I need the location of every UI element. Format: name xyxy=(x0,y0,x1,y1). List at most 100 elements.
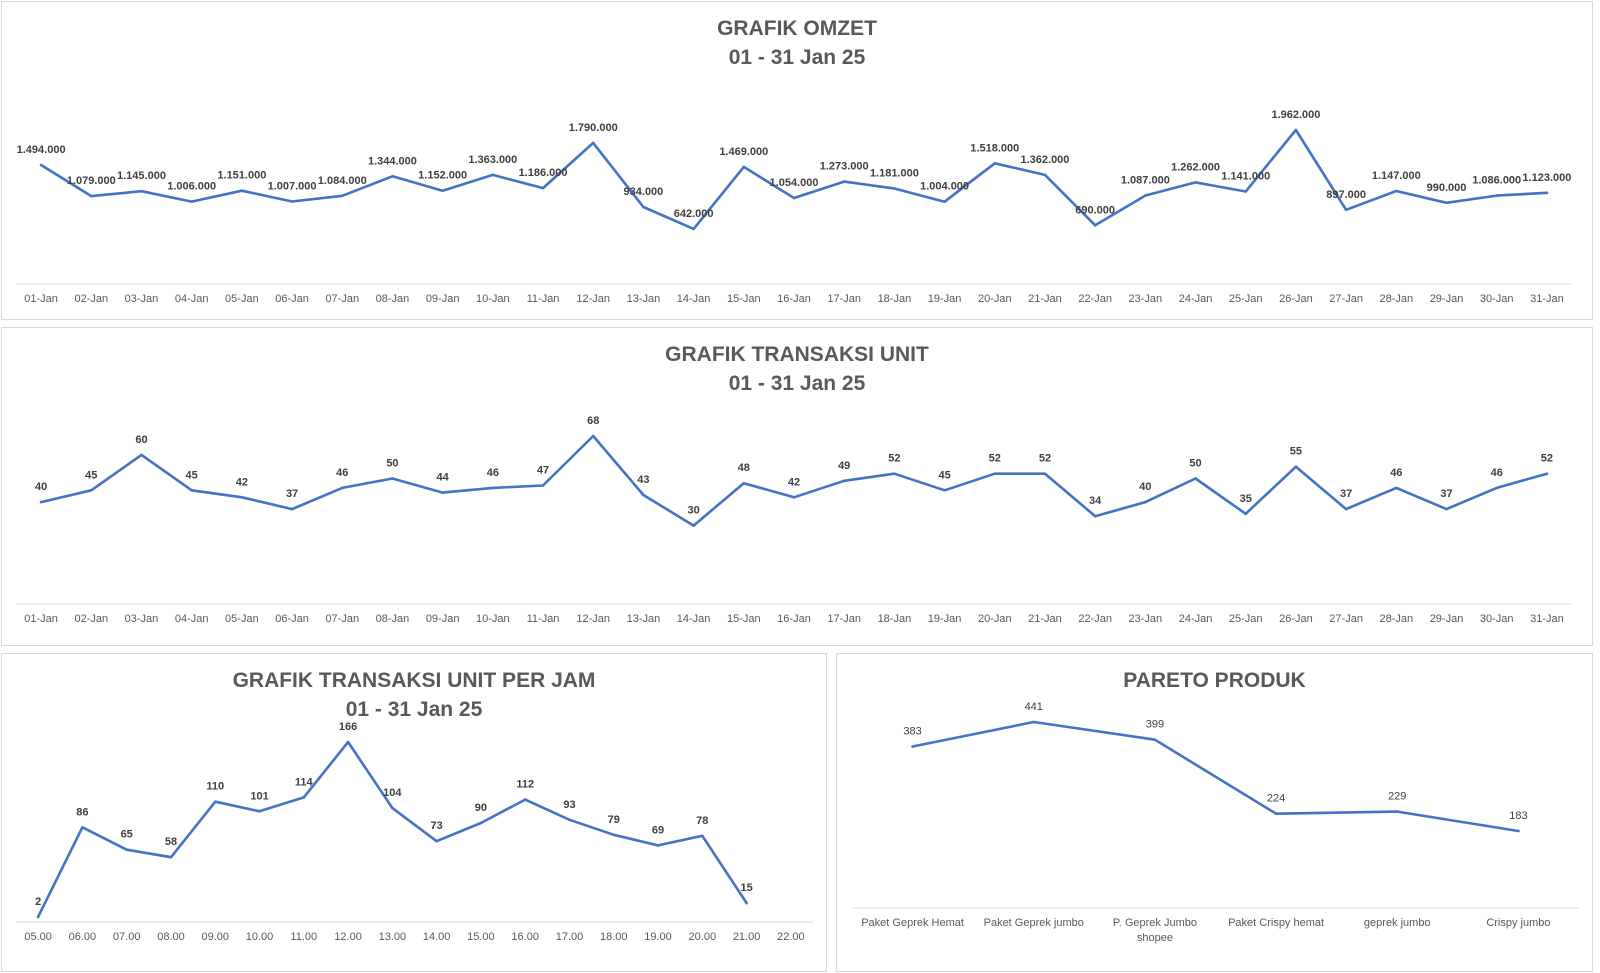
data-point xyxy=(391,806,394,810)
x-tick-label: 10-Jan xyxy=(476,613,510,625)
data-label: 114 xyxy=(295,776,314,788)
x-tick-label: 29-Jan xyxy=(1430,293,1464,305)
chart-panel-pareto-produk: PARETO PRODUK Paket Geprek Hemat Paket Ge… xyxy=(836,653,1593,972)
x-tick-label: 05-Jan xyxy=(225,613,259,625)
data-point xyxy=(491,486,495,490)
data-point xyxy=(893,187,896,190)
x-tick-label: 17-Jan xyxy=(827,293,861,305)
data-label: 79 xyxy=(608,814,620,826)
data-point xyxy=(742,481,746,485)
data-label: 1.790.000 xyxy=(569,122,618,134)
data-label: 112 xyxy=(516,779,534,791)
x-tick-label: 22-Jan xyxy=(1078,613,1112,625)
x-tick-label: 08.00 xyxy=(157,931,185,943)
data-point xyxy=(943,488,946,492)
data-label: 101 xyxy=(250,790,268,802)
x-tick-label: 14-Jan xyxy=(677,613,711,625)
chart-subtitle: 01 - 31 Jan 25 xyxy=(345,698,483,721)
data-label: 2 xyxy=(35,896,41,908)
chart-title: PARETO PRODUK xyxy=(1123,669,1306,692)
data-point xyxy=(1194,477,1197,480)
x-tick-label: 03-Jan xyxy=(125,613,159,625)
data-label: 45 xyxy=(186,469,198,481)
data-point xyxy=(701,834,704,838)
data-label: 1.962.000 xyxy=(1271,109,1320,121)
x-tick-label: 21-Jan xyxy=(1028,613,1062,625)
chart-panel-transaksi-per-jam: GRAFIK TRANSAKSI UNIT PER JAM 01 - 31 Ja… xyxy=(1,653,827,972)
series-line xyxy=(36,740,748,919)
data-label: 690.000 xyxy=(1075,204,1115,216)
data-label: 1.363.000 xyxy=(468,154,517,166)
data-label: 35 xyxy=(1240,493,1252,505)
x-tick-label: 21-Jan xyxy=(1028,293,1062,305)
x-tick-label: 24-Jan xyxy=(1179,293,1213,305)
x-tick-label: 13-Jan xyxy=(627,293,661,305)
data-point xyxy=(441,189,444,192)
data-label: 897.000 xyxy=(1326,189,1366,201)
x-tick-label: 20.00 xyxy=(689,931,717,943)
data-point xyxy=(1244,190,1248,193)
data-label: 60 xyxy=(135,434,147,446)
data-label: 1.181.000 xyxy=(870,167,919,179)
data-point xyxy=(842,479,846,483)
data-label: 1.262.000 xyxy=(1171,161,1220,173)
x-tick-label: 01-Jan xyxy=(24,613,58,625)
data-label: 55 xyxy=(1290,446,1302,458)
data-point xyxy=(792,196,796,200)
chart-title: GRAFIK TRANSAKSI UNIT PER JAM xyxy=(232,669,596,692)
x-tick-label: Paket Geprek Hemat xyxy=(861,917,964,929)
x-tick-label: 22-Jan xyxy=(1078,293,1112,305)
data-label: 1.186.000 xyxy=(519,167,568,179)
chart-title-block: GRAFIK TRANSAKSI UNIT PER JAM 01 - 31 Ja… xyxy=(2,666,826,724)
data-point xyxy=(1144,194,1147,197)
data-point xyxy=(1093,514,1097,518)
x-tick-label: 02-Jan xyxy=(74,613,108,625)
data-point xyxy=(125,848,128,851)
data-label: 383 xyxy=(903,726,921,738)
data-label: 441 xyxy=(1025,701,1043,713)
x-tick-label: 01-Jan xyxy=(24,293,58,305)
data-label: 44 xyxy=(437,472,450,484)
data-label: 104 xyxy=(383,787,402,799)
chart-plot-transaksi-per-jam: 05.00 06.00 07.00 08.00 09.00 10.00 11.00 12.00… xyxy=(16,721,813,943)
x-tick-label: 16-Jan xyxy=(777,293,811,305)
data-point xyxy=(1093,223,1097,227)
data-point xyxy=(612,833,616,837)
x-tick-label: 06-Jan xyxy=(275,613,309,625)
data-label: 93 xyxy=(563,799,575,811)
data-label: 1.151.000 xyxy=(217,170,266,182)
data-point xyxy=(943,200,946,204)
x-tick-label: 04-Jan xyxy=(175,293,209,305)
data-point xyxy=(1294,128,1298,132)
data-point xyxy=(993,472,997,476)
data-point xyxy=(435,839,438,843)
series-line xyxy=(911,720,1520,833)
data-label: 52 xyxy=(1541,453,1553,465)
x-tick-label: Paket Crispy hemat xyxy=(1228,917,1324,929)
data-point xyxy=(1545,191,1549,195)
data-point xyxy=(1395,486,1398,490)
data-label: 86 xyxy=(76,806,88,818)
data-point xyxy=(1153,738,1157,742)
data-point xyxy=(993,161,997,165)
data-point xyxy=(745,901,748,905)
data-label: 69 xyxy=(652,824,664,836)
x-tick-label: 31-Jan xyxy=(1530,613,1564,625)
data-label: 1.079.000 xyxy=(67,175,116,187)
x-tick-label: 05.00 xyxy=(24,931,52,943)
data-label: 58 xyxy=(165,836,177,848)
data-point xyxy=(1517,829,1520,833)
data-label: 46 xyxy=(487,467,499,479)
data-label: 49 xyxy=(838,460,850,472)
x-tick-label: 08-Jan xyxy=(376,613,410,625)
data-label: 934.000 xyxy=(624,186,664,198)
data-point xyxy=(692,227,695,231)
data-point xyxy=(656,844,660,847)
x-tick-label: 30-Jan xyxy=(1480,293,1514,305)
data-label: 1.141.000 xyxy=(1221,170,1270,182)
data-label: 1.006.000 xyxy=(167,181,216,193)
x-tick-label: 07-Jan xyxy=(325,293,359,305)
data-point xyxy=(541,186,545,190)
data-point xyxy=(346,740,350,744)
x-tick-label: 11-Jan xyxy=(527,293,560,305)
